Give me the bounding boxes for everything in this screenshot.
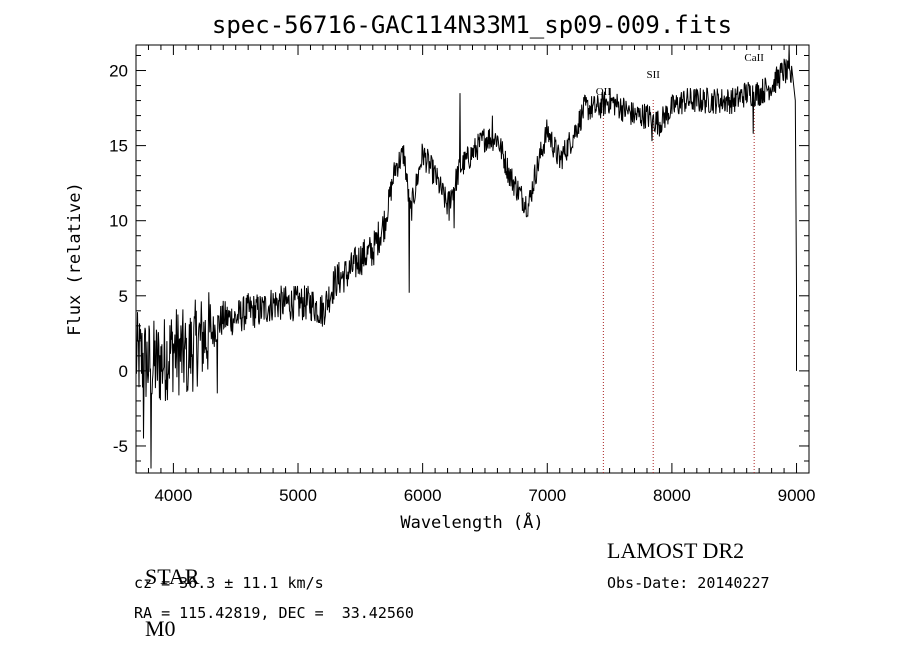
major-ticks <box>136 45 809 473</box>
y-axis-label: Flux (relative) <box>65 182 85 336</box>
minor-ticks <box>135 45 810 473</box>
y-tick-label: 20 <box>109 62 128 81</box>
line-label-oii: OII <box>596 86 612 98</box>
x-tick-label: 9000 <box>778 486 816 505</box>
subclass-label: M0 <box>145 616 176 641</box>
line-label-sii: SII <box>646 69 660 81</box>
y-tick-label: 15 <box>109 137 128 156</box>
line-markers: OII SII CaII <box>596 52 764 473</box>
x-tick-label: 4000 <box>154 486 192 505</box>
chart-title: spec-56716-GAC114N33M1_sp09-009.fits <box>212 11 732 39</box>
cz-label: cz = 36.3 ± 11.1 km/s <box>134 574 324 592</box>
x-tick-label: 7000 <box>528 486 566 505</box>
x-axis-label: Wavelength (Å) <box>400 511 543 533</box>
spectrum-line <box>135 44 797 469</box>
line-label-caii: CaII <box>744 52 764 64</box>
y-tick-label: 5 <box>119 287 128 306</box>
star-label: STAR <box>145 564 200 589</box>
plot-frame <box>135 44 810 474</box>
obs-date-label: Obs-Date: 20140227 <box>607 574 770 592</box>
object-class: STAR M0 <box>134 538 199 642</box>
x-tick-label: 6000 <box>404 486 442 505</box>
x-tick-label: 5000 <box>279 486 317 505</box>
survey-label: LAMOST DR2 <box>607 538 745 563</box>
y-tick-label: 0 <box>119 362 128 381</box>
y-tick-label: 10 <box>109 212 128 231</box>
coords-label: RA = 115.42819, DEC = 33.42560 <box>134 604 414 622</box>
y-tick-label: -5 <box>113 437 128 456</box>
x-tick-label: 8000 <box>653 486 691 505</box>
